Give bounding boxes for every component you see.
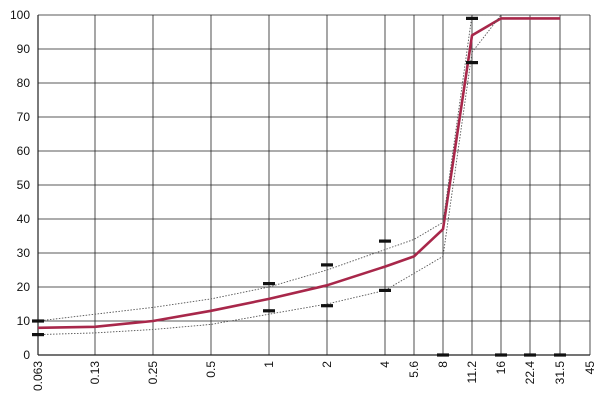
upper-limit-line <box>37 14 560 322</box>
x-tick-label: 31.5 <box>553 361 567 385</box>
limit-marker <box>263 309 275 313</box>
limit-marker <box>32 319 44 323</box>
y-tick-label: 10 <box>17 314 31 328</box>
y-tick-label: 70 <box>17 110 31 124</box>
x-tick-label: 2 <box>320 361 334 368</box>
y-tick-label: 40 <box>17 212 31 226</box>
limit-marker <box>554 353 566 357</box>
limit-marker <box>466 16 478 20</box>
x-tick-label: 8 <box>436 361 450 368</box>
limit-marker-group <box>32 16 566 357</box>
series-group <box>37 14 560 336</box>
y-tick-label: 80 <box>17 76 31 90</box>
x-tick-label: 45 <box>583 361 596 375</box>
x-tick-label: 0.13 <box>88 361 102 385</box>
limit-marker <box>321 263 333 267</box>
y-tick-label: 50 <box>17 178 31 192</box>
x-tick-label: 22.4 <box>523 361 537 385</box>
y-axis-tick-labels: 0 10 20 30 40 50 60 70 80 90 100 <box>10 8 30 362</box>
x-axis-tick-labels: 0.063 0.13 0.25 0.5 1 2 4 5.6 8 11.2 16 22.4 31.5 45 <box>31 361 596 391</box>
x-tick-label: 1 <box>262 361 276 368</box>
limit-marker <box>524 353 536 357</box>
limit-marker <box>263 282 275 286</box>
y-tick-label: 20 <box>17 280 31 294</box>
x-tick-label: 0.063 <box>31 361 45 391</box>
x-tick-label: 5.6 <box>407 361 421 378</box>
x-tick-label: 11.2 <box>465 361 479 384</box>
limit-marker <box>495 353 507 357</box>
x-tick-label: 16 <box>494 361 508 375</box>
y-tick-label: 60 <box>17 144 31 158</box>
limit-marker <box>321 304 333 308</box>
limit-marker <box>32 333 44 337</box>
limit-marker <box>379 288 391 292</box>
x-tick-label: 4 <box>378 361 392 368</box>
lower-limit-line <box>37 14 560 336</box>
x-tick-label: 0.25 <box>146 361 160 385</box>
grid-lines <box>37 14 591 356</box>
limit-marker <box>466 61 478 65</box>
limit-marker <box>379 239 391 243</box>
y-tick-label: 30 <box>17 246 31 260</box>
limit-marker <box>437 353 449 357</box>
y-tick-label: 90 <box>17 42 31 56</box>
x-tick-label: 0.5 <box>204 361 218 378</box>
grading-curve-line <box>37 17 560 330</box>
y-tick-label: 0 <box>23 348 30 362</box>
y-tick-label: 100 <box>10 8 30 22</box>
